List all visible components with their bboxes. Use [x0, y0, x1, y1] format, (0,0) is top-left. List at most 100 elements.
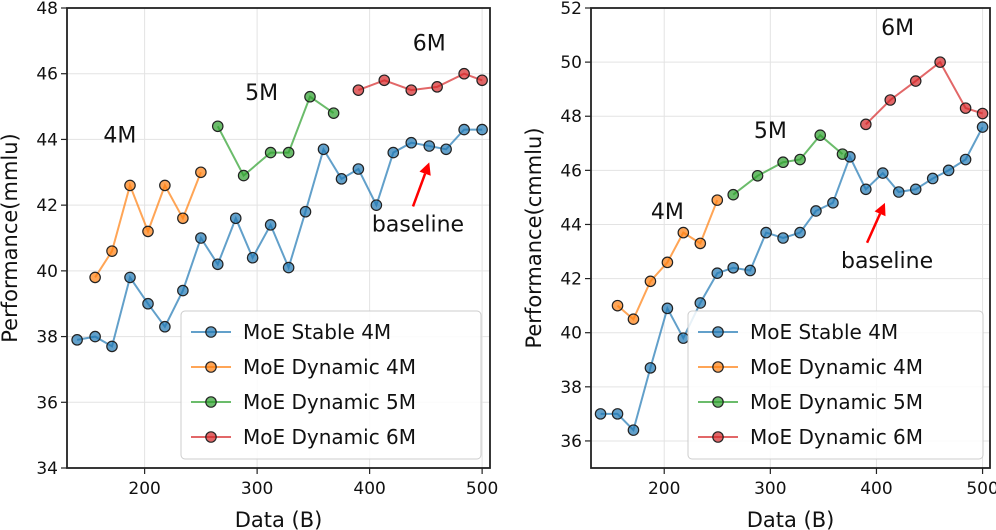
legend-label: MoE Dynamic 4M [750, 355, 923, 379]
data-point [387, 146, 400, 159]
legend-label: MoE Dynamic 4M [243, 355, 416, 379]
data-point [777, 232, 789, 244]
data-point [644, 362, 657, 374]
data-point [195, 232, 207, 244]
data-point [909, 183, 922, 196]
data-point [884, 94, 897, 106]
x-tick-label: 500 [966, 479, 996, 499]
data-point [335, 173, 348, 185]
data-point [142, 225, 154, 238]
data-point [177, 212, 189, 225]
annotation-label: 5M [754, 119, 787, 144]
data-point [777, 156, 789, 169]
data-point [627, 313, 640, 325]
data-point [327, 107, 340, 119]
legend: MoE Stable 4M MoE Dynamic 4M MoE Dynamic 5… [687, 310, 984, 460]
axes-frame [66, 7, 491, 469]
plot-area [594, 56, 989, 436]
data-point [264, 219, 277, 231]
data-point [177, 284, 189, 297]
y-tick-label: 40 [560, 324, 582, 344]
data-point [611, 408, 624, 420]
y-tick-label: 38 [560, 378, 582, 398]
data-point [211, 258, 224, 271]
legend-box [180, 310, 482, 460]
y-tick-label: 36 [36, 393, 58, 413]
x-tick-label: 200 [128, 479, 160, 499]
data-point [159, 179, 171, 192]
data-point [282, 146, 295, 159]
data-point [476, 74, 488, 87]
annotation-label: 5M [245, 81, 278, 106]
legend-marker [712, 326, 724, 338]
data-point [644, 275, 657, 288]
data-point [378, 74, 391, 87]
x-tick-label: 500 [466, 479, 498, 499]
legend-marker [712, 431, 724, 443]
data-point [814, 129, 827, 141]
y-tick-label: 50 [560, 53, 582, 73]
y-tick-label: 42 [36, 196, 58, 216]
data-point [106, 340, 118, 353]
data-point [926, 172, 939, 185]
data-point [71, 334, 83, 346]
data-point [892, 186, 905, 198]
legend-label: MoE Stable 4M [750, 320, 898, 344]
chart-panel-2: 200 300 400 500 36 38 40 42 44 46 48 50 52 Data (B) Pe… [522, 0, 996, 530]
data-point [827, 197, 839, 209]
data-point [282, 261, 295, 274]
data-point [89, 330, 101, 343]
x-tick-label: 400 [860, 479, 892, 499]
data-point [142, 297, 154, 310]
data-point [976, 107, 989, 120]
data-point [195, 166, 207, 179]
data-point [909, 75, 922, 87]
legend-label: MoE Dynamic 6M [243, 425, 416, 449]
data-point [711, 267, 724, 279]
y-tick-label: 52 [560, 0, 582, 19]
x-axis-label: Data (B) [747, 508, 835, 530]
data-point [458, 123, 470, 136]
data-point [744, 264, 756, 277]
data-point [423, 140, 436, 152]
annotation-arrowhead [874, 202, 886, 217]
legend-box [687, 310, 984, 460]
annotation-label: baseline [841, 249, 933, 274]
y-tick-label: 34 [36, 459, 58, 479]
data-point [352, 163, 365, 175]
series-line-3 [216, 95, 335, 178]
data-point [159, 320, 171, 333]
legend-marker [205, 361, 217, 373]
data-point [352, 84, 365, 96]
data-point [89, 271, 101, 284]
annotation-arrowhead [419, 162, 431, 176]
data-point [458, 67, 470, 80]
legend: MoE Stable 4M MoE Dynamic 4M MoE Dynamic 5… [180, 310, 482, 460]
data-point [727, 261, 739, 274]
data-point [661, 302, 674, 315]
data-point [677, 226, 690, 239]
data-point [810, 205, 822, 217]
annotation-label: 4M [651, 200, 684, 225]
data-point [299, 205, 312, 218]
legend-label: MoE Dynamic 5M [243, 390, 416, 414]
legend-label: MoE Stable 4M [243, 320, 391, 344]
data-point [264, 146, 277, 159]
data-point [860, 118, 872, 131]
annotation-label: baseline [372, 212, 464, 237]
y-tick-label: 38 [36, 328, 58, 348]
x-tick-label: 300 [241, 479, 273, 499]
data-point [317, 143, 330, 156]
data-point [106, 245, 118, 257]
data-point [405, 136, 418, 149]
y-tick-label: 48 [560, 107, 582, 127]
data-point [440, 143, 452, 156]
data-point [794, 226, 806, 239]
data-point [124, 179, 136, 192]
y-axis-label: Performance(cmmlu) [522, 127, 546, 348]
annotation-label: 4M [103, 124, 136, 149]
data-point [476, 123, 488, 136]
data-point [694, 237, 707, 250]
data-point [237, 169, 250, 182]
y-axis-label: Performance(mmlu) [0, 133, 22, 343]
